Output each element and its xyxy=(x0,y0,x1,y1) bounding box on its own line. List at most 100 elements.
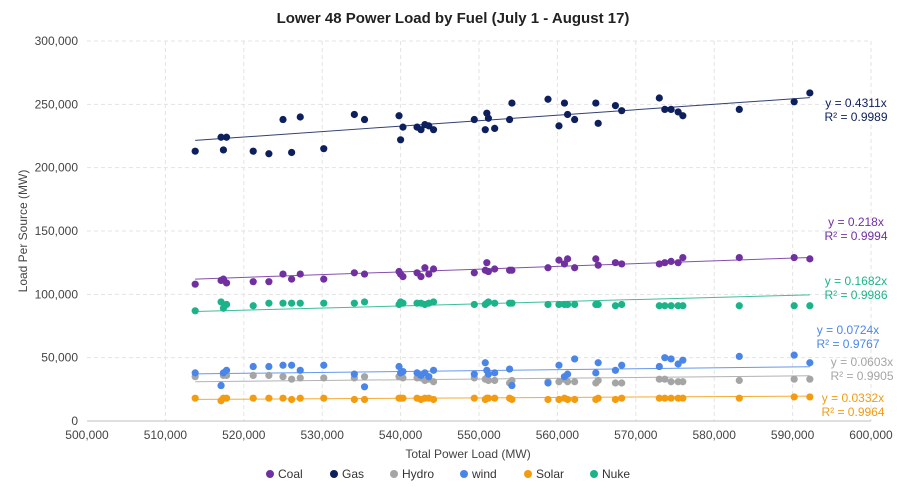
data-point-solar xyxy=(571,395,579,404)
data-point-nuke xyxy=(191,307,199,315)
data-point-coal xyxy=(320,275,328,283)
axes: 500,000 510,000 520,000 530,000 540,000 550,0… xyxy=(35,34,893,442)
data-point-solar xyxy=(555,395,563,404)
data-point-coal xyxy=(508,266,516,274)
data-point-wind xyxy=(350,370,358,378)
data-point-solar xyxy=(563,395,572,404)
data-point-wind xyxy=(425,373,433,381)
data-point-nuke xyxy=(555,300,563,309)
data-point-gas xyxy=(417,126,425,134)
data-point-gas xyxy=(544,95,552,103)
data-point-wind xyxy=(491,369,499,377)
trendline-wind xyxy=(195,366,810,375)
data-point-nuke xyxy=(563,300,572,309)
data-point-nuke xyxy=(655,302,663,310)
data-point-solar xyxy=(735,394,743,402)
data-point-hydro xyxy=(249,371,257,379)
data-point-gas xyxy=(222,133,231,141)
trendline-hydro xyxy=(195,375,810,383)
data-point-coal xyxy=(279,270,287,278)
data-points xyxy=(191,89,814,405)
data-point-gas xyxy=(217,133,225,141)
data-point-coal xyxy=(296,270,304,278)
data-point-nuke xyxy=(806,302,814,310)
data-point-nuke xyxy=(217,298,225,306)
data-point-gas xyxy=(279,115,287,124)
trend-r2-label: R² = 0.9994 xyxy=(824,229,887,243)
data-point-gas xyxy=(563,110,572,119)
data-point-hydro xyxy=(484,376,493,385)
data-point-wind xyxy=(661,354,669,362)
data-point-solar xyxy=(191,394,199,402)
data-point-gas xyxy=(790,98,798,106)
x-tick-label: 570,000 xyxy=(614,428,658,442)
data-point-wind xyxy=(279,361,287,369)
data-point-gas xyxy=(296,113,304,121)
legend-marker-solar xyxy=(524,470,532,478)
data-point-solar xyxy=(491,394,499,402)
data-point-nuke xyxy=(360,298,369,306)
data-point-solar xyxy=(679,394,687,402)
data-point-hydro xyxy=(571,378,579,386)
data-point-gas xyxy=(655,94,663,102)
data-point-hydro xyxy=(508,376,516,385)
data-point-gas xyxy=(555,122,563,130)
x-tick-label: 540,000 xyxy=(379,428,423,442)
data-point-solar xyxy=(611,395,620,404)
data-point-gas xyxy=(735,105,743,113)
data-point-solar xyxy=(249,394,257,402)
data-point-hydro xyxy=(618,379,626,387)
data-point-wind xyxy=(611,366,620,374)
legend-label-hydro: Hydro xyxy=(402,467,434,481)
trend-equation-label: y = 0.0724x xyxy=(817,323,879,337)
data-point-wind xyxy=(360,383,369,391)
data-point-gas xyxy=(397,136,405,144)
legend-marker-coal xyxy=(266,470,274,478)
data-point-solar xyxy=(470,394,478,402)
data-point-wind xyxy=(481,359,489,367)
data-point-coal xyxy=(484,267,493,276)
data-point-coal xyxy=(470,269,478,277)
data-point-gas xyxy=(219,146,228,154)
data-point-coal xyxy=(399,273,407,281)
data-point-nuke xyxy=(470,300,478,309)
data-point-nuke xyxy=(320,299,328,307)
data-point-wind xyxy=(470,370,478,378)
data-point-hydro xyxy=(320,374,328,382)
data-point-coal xyxy=(222,279,231,287)
trend-equation-label: y = 0.218x xyxy=(828,215,884,229)
legend-label-nuke: Nuke xyxy=(602,467,630,481)
data-point-wind xyxy=(429,366,438,374)
x-tick-label: 500,000 xyxy=(65,428,109,442)
data-point-hydro xyxy=(265,371,273,379)
data-point-coal xyxy=(483,259,491,267)
data-point-nuke xyxy=(508,299,516,307)
data-point-coal xyxy=(265,278,273,286)
data-point-gas xyxy=(429,126,438,134)
trend-equation-label: y = 0.1682x xyxy=(825,274,887,288)
trend-equation-label: y = 0.4311x xyxy=(825,96,887,110)
legend-marker-nuke xyxy=(590,470,598,478)
data-point-hydro xyxy=(288,375,296,383)
data-point-gas xyxy=(350,110,358,119)
data-point-solar xyxy=(655,394,663,402)
data-point-nuke xyxy=(350,299,358,307)
data-point-wind xyxy=(249,362,257,371)
data-point-solar xyxy=(320,394,328,402)
x-tick-label: 550,000 xyxy=(457,428,501,442)
data-point-coal xyxy=(429,265,438,273)
data-point-coal xyxy=(674,259,682,267)
data-point-solar xyxy=(279,394,287,402)
x-tick-label: 560,000 xyxy=(536,428,580,442)
data-point-coal xyxy=(191,280,199,288)
data-point-coal xyxy=(594,261,602,269)
data-point-wind xyxy=(790,351,798,359)
data-point-wind xyxy=(191,369,199,377)
data-point-nuke xyxy=(594,300,602,309)
data-point-hydro xyxy=(491,376,499,385)
data-point-wind xyxy=(594,359,602,367)
data-point-solar xyxy=(508,395,516,404)
data-point-wind xyxy=(618,361,626,369)
y-tick-label: 200,000 xyxy=(35,161,79,175)
